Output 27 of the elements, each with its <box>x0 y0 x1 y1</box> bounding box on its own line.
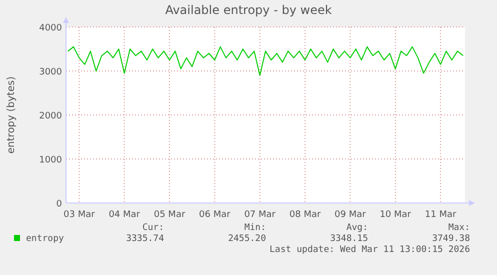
y-tick-label: 0 <box>56 200 62 210</box>
text: Avg: <box>346 223 368 233</box>
y-tick-label: 3000 <box>39 68 62 78</box>
y-tick-label: 2000 <box>39 112 62 122</box>
legend-label: entropy <box>26 234 65 244</box>
line-series <box>67 46 464 76</box>
y-axis-title: entropy (bytes) <box>6 76 17 154</box>
text: 3335.74 <box>126 234 164 244</box>
x-tick-label: 05 Mar <box>154 210 186 220</box>
text: 2455.20 <box>228 234 266 244</box>
text: 3348.15 <box>330 234 368 244</box>
text: Last update: Wed Mar 11 13:00:15 2026 <box>270 245 470 255</box>
x-tick-label: 08 Mar <box>289 210 321 220</box>
text: Cur: <box>142 223 164 233</box>
y-tick-label: 1000 <box>39 156 62 166</box>
chart-title: Available entropy - by week <box>165 3 332 17</box>
text: 3749.38 <box>432 234 470 244</box>
text: Max: <box>448 223 470 233</box>
y-tick-label: 4000 <box>39 24 62 34</box>
text: Min: <box>244 223 266 233</box>
x-tick-label: 04 Mar <box>108 210 140 220</box>
x-tick-label: 06 Mar <box>199 210 231 220</box>
x-tick-label: 10 Mar <box>380 210 412 220</box>
x-tick-label: 07 Mar <box>244 210 276 220</box>
x-tick-label: 11 Mar <box>424 210 456 220</box>
x-tick-label: 03 Mar <box>64 210 96 220</box>
x-tick-label: 09 Mar <box>334 210 366 220</box>
